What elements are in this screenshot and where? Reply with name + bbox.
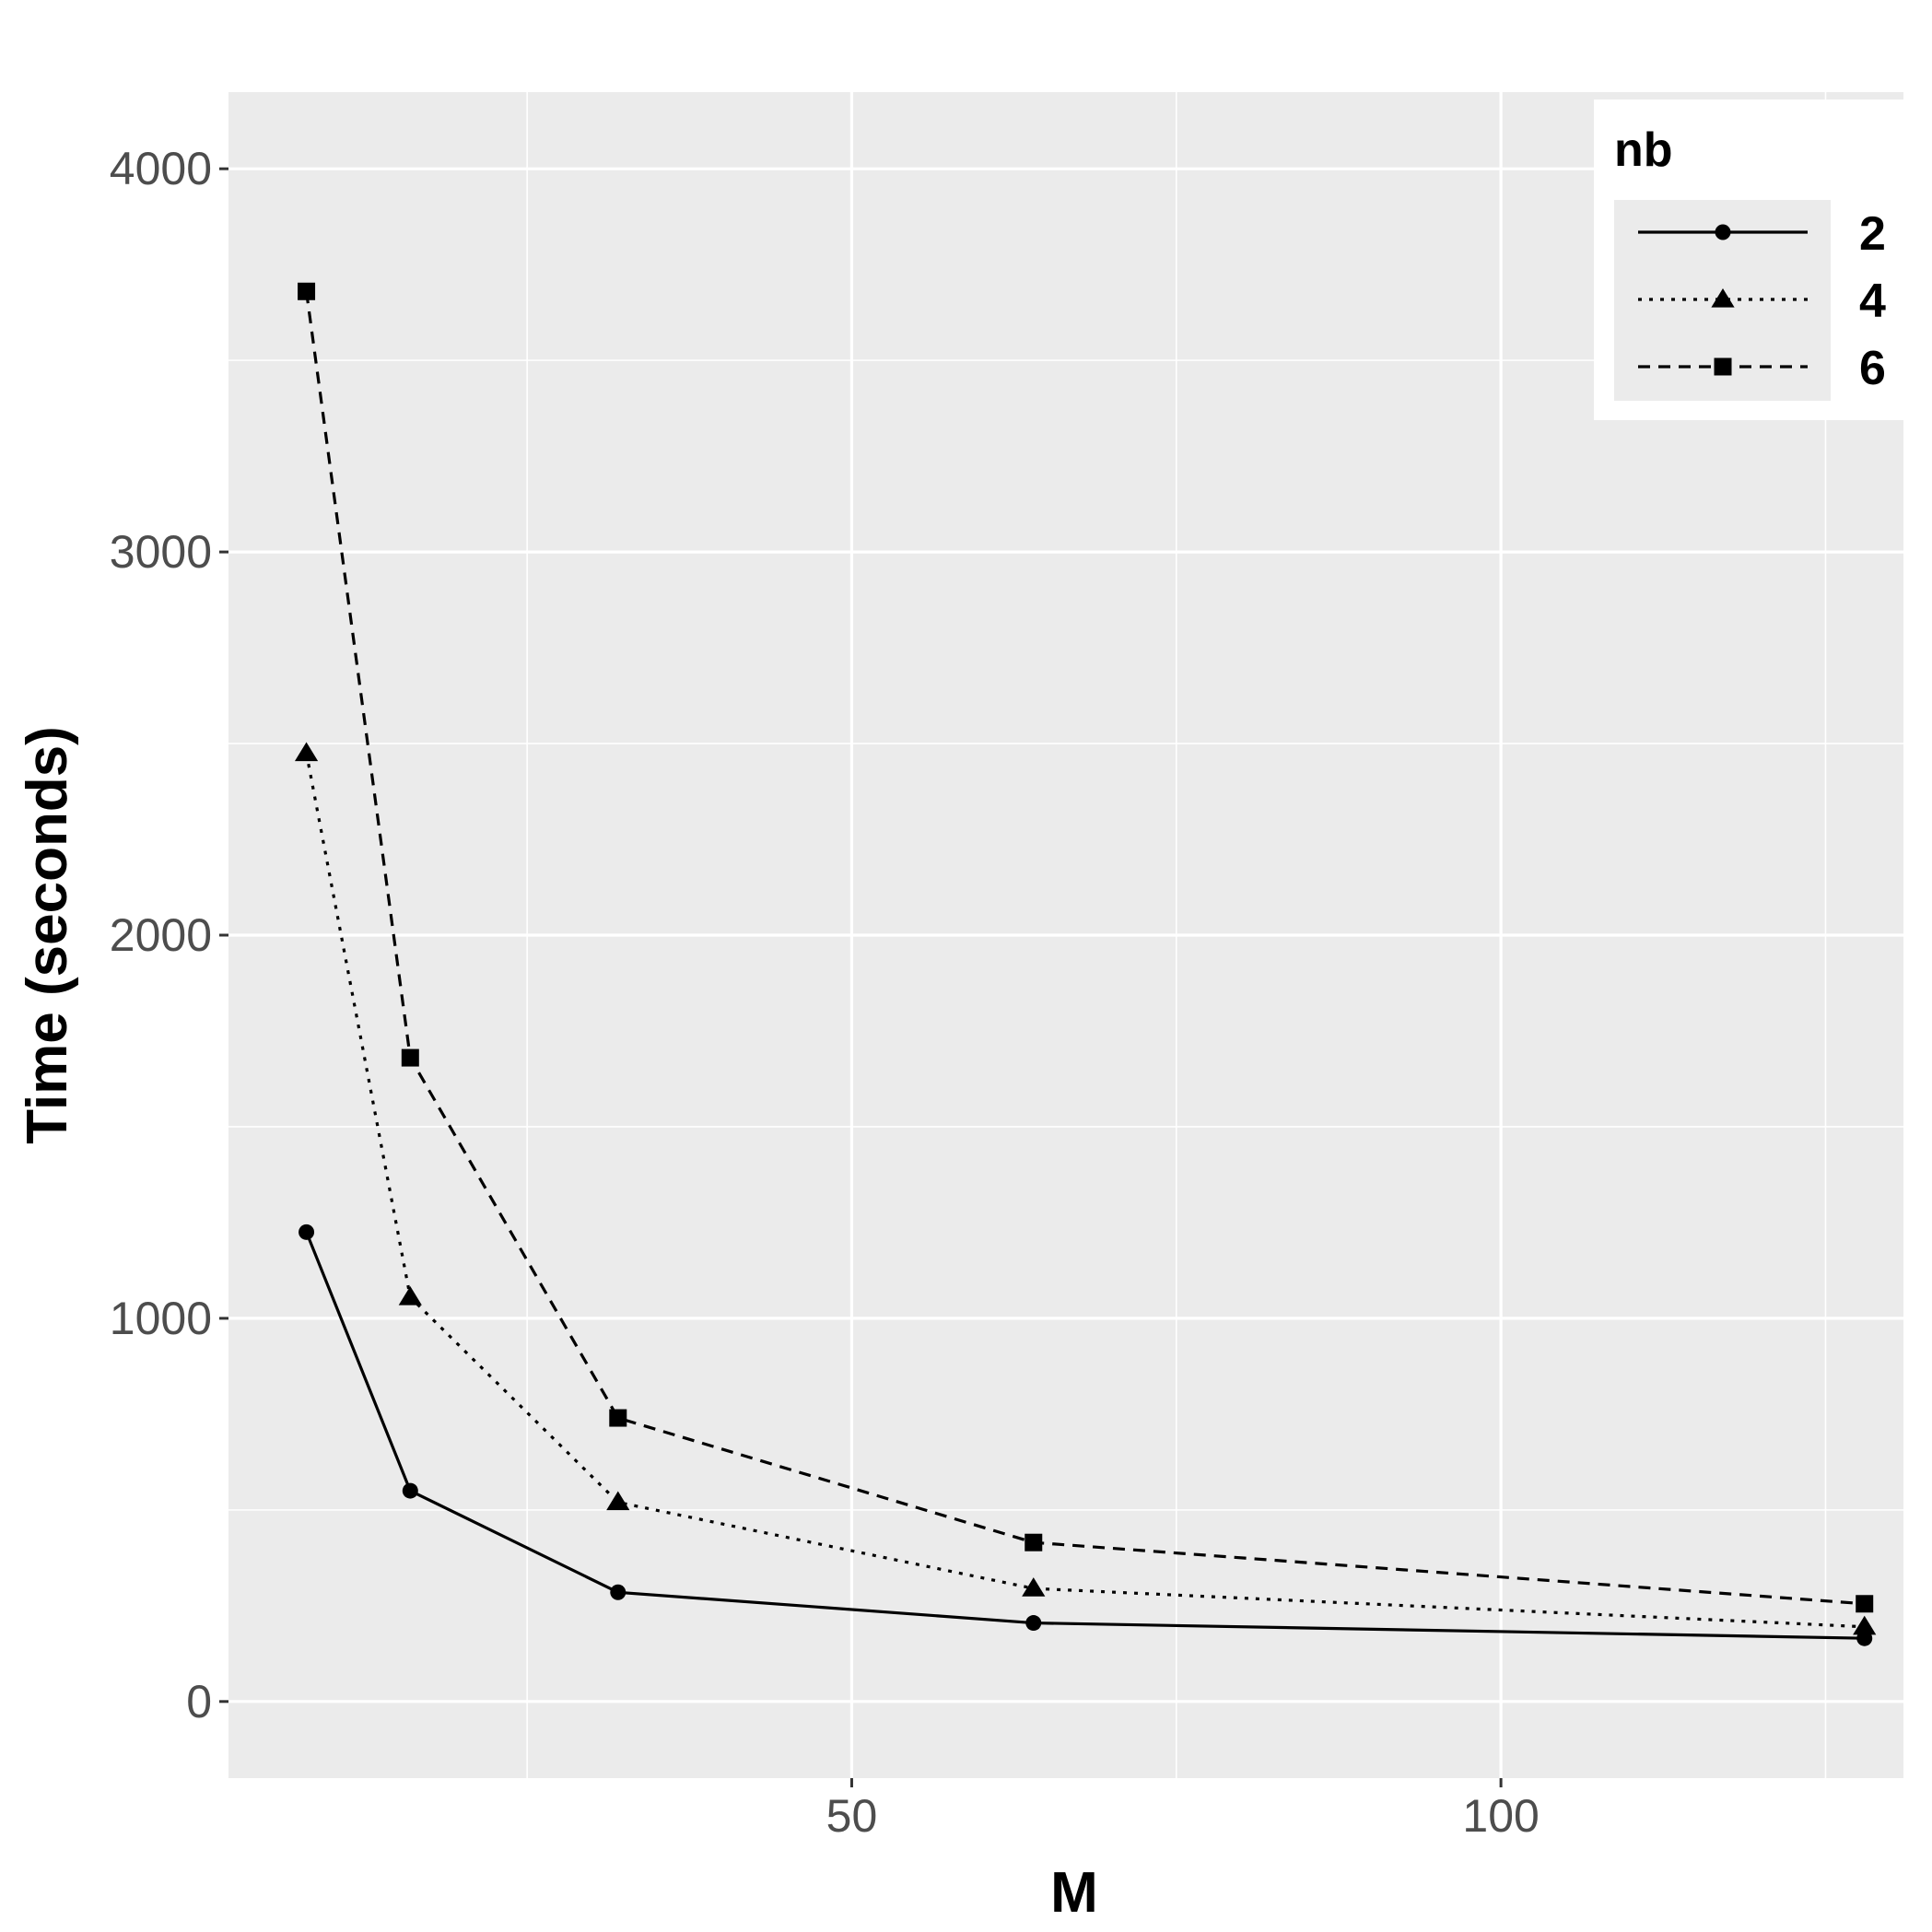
legend-marker-nb-6 — [1714, 357, 1732, 376]
data-point-nb-6 — [298, 282, 316, 300]
data-point-nb-2 — [1025, 1615, 1042, 1632]
data-point-nb-2 — [299, 1224, 315, 1240]
data-point-nb-4 — [398, 1286, 422, 1306]
data-point-nb-4 — [1022, 1577, 1046, 1597]
data-point-nb-4 — [606, 1491, 630, 1511]
y-tick-label: 3000 — [110, 526, 212, 578]
y-tick-label: 1000 — [110, 1293, 212, 1344]
legend: nb 2 4 6 — [1594, 100, 1910, 420]
y-axis-title: Time (seconds) — [16, 726, 79, 1144]
series-line-nb-6 — [304, 291, 1865, 1606]
legend-title: nb — [1614, 123, 1673, 177]
series-layer — [294, 282, 1877, 1646]
legend-marker-nb-4 — [1711, 288, 1735, 308]
data-point-nb-6 — [1025, 1533, 1043, 1551]
legend-label-nb-4: 4 — [1859, 275, 1886, 328]
data-point-nb-4 — [294, 742, 319, 762]
data-point-nb-2 — [610, 1584, 626, 1600]
x-tick-label: 50 — [826, 1790, 878, 1842]
data-point-nb-6 — [1856, 1595, 1874, 1613]
legend-marker-nb-2 — [1715, 224, 1731, 240]
x-tick-label: 100 — [1462, 1790, 1539, 1842]
data-point-nb-2 — [402, 1482, 418, 1499]
data-point-nb-4 — [1853, 1615, 1877, 1635]
x-axis: 50 100 — [826, 1778, 1540, 1842]
data-point-nb-6 — [401, 1048, 419, 1067]
y-tick-label: 2000 — [110, 909, 212, 961]
legend-label-nb-2: 2 — [1859, 207, 1886, 261]
y-axis: 0 1000 2000 3000 4000 — [110, 143, 228, 1727]
legend-label-nb-6: 6 — [1859, 342, 1886, 395]
y-tick-label: 0 — [186, 1676, 212, 1727]
y-tick-label: 4000 — [110, 143, 212, 194]
legend-items: 2 4 6 — [1638, 207, 1886, 395]
data-point-nb-6 — [609, 1409, 627, 1427]
x-axis-title: M — [1050, 1861, 1098, 1925]
